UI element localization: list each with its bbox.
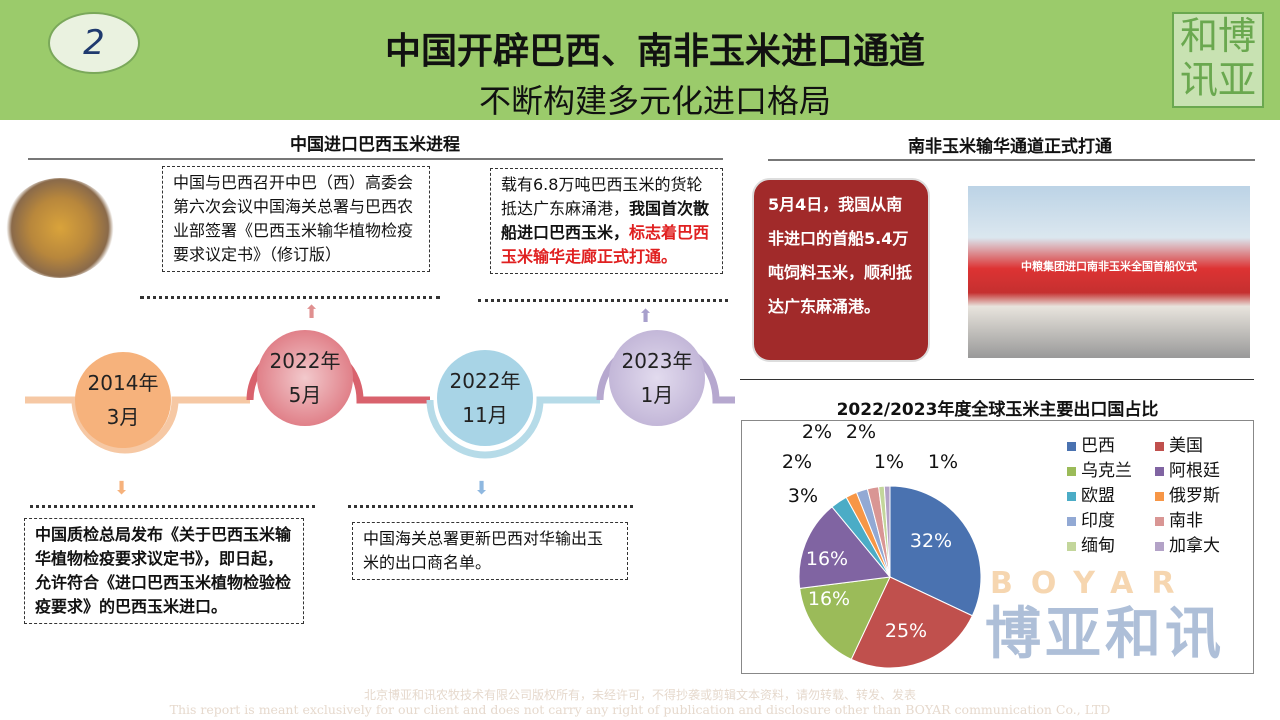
- legend-label: 南非: [1169, 511, 1203, 531]
- pie-label-7: 2%: [846, 421, 876, 443]
- milestone-month: 1月: [640, 383, 674, 407]
- header-bar: 2 中国开辟巴西、南非玉米进口通道 不断构建多元化进口格局: [0, 0, 1280, 120]
- milestone-2023-1: 2023年 1月: [609, 330, 705, 426]
- pie-slice-2: [799, 576, 891, 661]
- boyar-logo: 和博 讯亚: [1172, 12, 1264, 108]
- legend-item: 乌克兰: [1067, 461, 1132, 481]
- text-end: 。: [661, 247, 678, 266]
- legend-swatch: [1067, 467, 1076, 476]
- legend-label: 印度: [1081, 511, 1115, 531]
- pie-slice-1: [850, 576, 974, 669]
- legend-swatch: [1067, 442, 1076, 451]
- slide-title: 中国开辟巴西、南非玉米进口通道: [384, 31, 925, 72]
- pie-chart: 32% 25% 16% 16% 3% 2% 2% 2% 1% 1%: [782, 421, 982, 669]
- footer-copyright-en: This report is meant exclusively for our…: [169, 702, 1111, 717]
- legend-item: 缅甸: [1067, 536, 1115, 556]
- legend-swatch: [1067, 517, 1076, 526]
- milestone-2014-3: 2014年 3月: [75, 352, 171, 448]
- legend-swatch: [1155, 442, 1164, 451]
- legend-label: 缅甸: [1081, 536, 1115, 556]
- pie-slice-9: [883, 485, 891, 578]
- dotted-divider: [140, 296, 440, 299]
- legend-swatch: [1155, 542, 1164, 551]
- corn-photo: [5, 178, 115, 278]
- milestone-2022-5-text: 中国与巴西召开中巴（西）高委会第六次会议中国海关总署与巴西农业部签署《巴西玉米输…: [162, 166, 430, 272]
- left-section-title: 中国进口巴西玉米进程: [290, 135, 460, 155]
- pie-label-1: 25%: [885, 620, 927, 642]
- text-bold: 我国首次散船进口巴西玉米，: [501, 199, 710, 242]
- milestone-year: 2022年: [449, 369, 521, 393]
- dotted-divider: [478, 299, 728, 302]
- legend-label: 欧盟: [1081, 486, 1115, 506]
- milestone-2022-5: 2022年 5月: [257, 330, 353, 426]
- left-divider: [28, 158, 723, 160]
- watermark-cn: 博亚和讯: [985, 602, 1225, 667]
- legend-swatch: [1155, 467, 1164, 476]
- legend-label: 俄罗斯: [1169, 486, 1220, 506]
- milestone-2022-11: 2022年 11月: [437, 350, 533, 446]
- right-divider-2: [740, 379, 1254, 380]
- legend-item: 巴西: [1067, 436, 1115, 456]
- milestone-month: 11月: [462, 403, 508, 427]
- footer-copyright-cn: 北京博亚和讯农牧技术有限公司版权所有，未经许可，不得抄袭或剪辑文本资料，请勿转载…: [363, 688, 916, 702]
- pie-label-9: 1%: [928, 451, 958, 473]
- legend-label: 加拿大: [1169, 536, 1220, 556]
- legend-item: 印度: [1067, 511, 1115, 531]
- legend-swatch: [1155, 517, 1164, 526]
- legend-swatch: [1067, 492, 1076, 501]
- milestone-2014-3-text: 中国质检总局发布《关于巴西玉米输华植物检疫要求议定书》，即日起，允许符合《进口巴…: [24, 518, 304, 624]
- pie-label-8: 1%: [874, 451, 904, 473]
- watermark-en: BOYAR: [990, 566, 1193, 601]
- text-normal: 载有6.8万吨巴西玉米的货轮抵达广东麻涌港，: [501, 175, 703, 218]
- milestone-month: 3月: [106, 405, 140, 429]
- pie-slice-3: [798, 506, 891, 589]
- legend-label: 阿根廷: [1169, 461, 1220, 481]
- legend-label: 美国: [1169, 436, 1203, 456]
- dotted-divider: [30, 505, 315, 508]
- pie-label-6: 2%: [802, 421, 832, 443]
- arrow-up-icon: ⬆: [638, 306, 654, 327]
- legend-label: 巴西: [1081, 436, 1115, 456]
- milestone-year: 2014年: [87, 371, 159, 395]
- milestone-year: 2023年: [621, 349, 693, 373]
- legend-swatch: [1067, 542, 1076, 551]
- chart-title: 2022/2023年度全球玉米主要出口国占比: [836, 400, 1159, 420]
- pie-label-0: 32%: [910, 530, 952, 552]
- arrow-down-icon: ⬇: [474, 478, 490, 499]
- text-red: 标志着巴西玉米输华走廊正式打通: [501, 223, 710, 266]
- milestone-2022-11-text: 中国海关总署更新巴西对华输出玉米的出口商名单。: [352, 522, 628, 580]
- milestone-month: 5月: [288, 383, 322, 407]
- ceremony-photo: 中粮集团进口南非玉米全国首船仪式: [968, 186, 1250, 358]
- arrow-up-icon: ⬆: [304, 302, 320, 323]
- right-section-title: 南非玉米输华通道正式打通: [908, 137, 1112, 157]
- pie-label-2: 16%: [808, 588, 850, 610]
- right-divider: [768, 159, 1255, 161]
- legend-swatch: [1155, 492, 1164, 501]
- legend-item: 南非: [1155, 511, 1203, 531]
- milestone-year: 2022年: [269, 349, 341, 373]
- arrow-down-icon: ⬇: [114, 478, 130, 499]
- legend-item: 加拿大: [1155, 536, 1220, 556]
- dotted-divider: [348, 505, 633, 508]
- photo-banner: 中粮集团进口南非玉米全国首船仪式: [1021, 260, 1197, 273]
- chart-frame: [741, 420, 1254, 674]
- legend-item: 欧盟: [1067, 486, 1115, 506]
- pie-slice-0: [889, 485, 982, 617]
- legend-item: 美国: [1155, 436, 1203, 456]
- slide-number: 2: [48, 12, 140, 74]
- pie-label-4: 3%: [788, 485, 818, 507]
- milestone-2023-1-text: 载有6.8万吨巴西玉米的货轮抵达广东麻涌港，我国首次散船进口巴西玉米，标志着巴西…: [490, 168, 723, 274]
- south-africa-callout: 5月4日，我国从南非进口的首船5.4万吨饲料玉米，顺利抵达广东麻涌港。: [752, 178, 930, 362]
- pie-label-5: 2%: [782, 451, 812, 473]
- slide-subtitle: 不断构建多元化进口格局: [478, 82, 831, 120]
- legend-item: 阿根廷: [1155, 461, 1220, 481]
- legend-item: 俄罗斯: [1155, 486, 1220, 506]
- pie-label-3: 16%: [806, 548, 848, 570]
- legend-label: 乌克兰: [1081, 461, 1132, 481]
